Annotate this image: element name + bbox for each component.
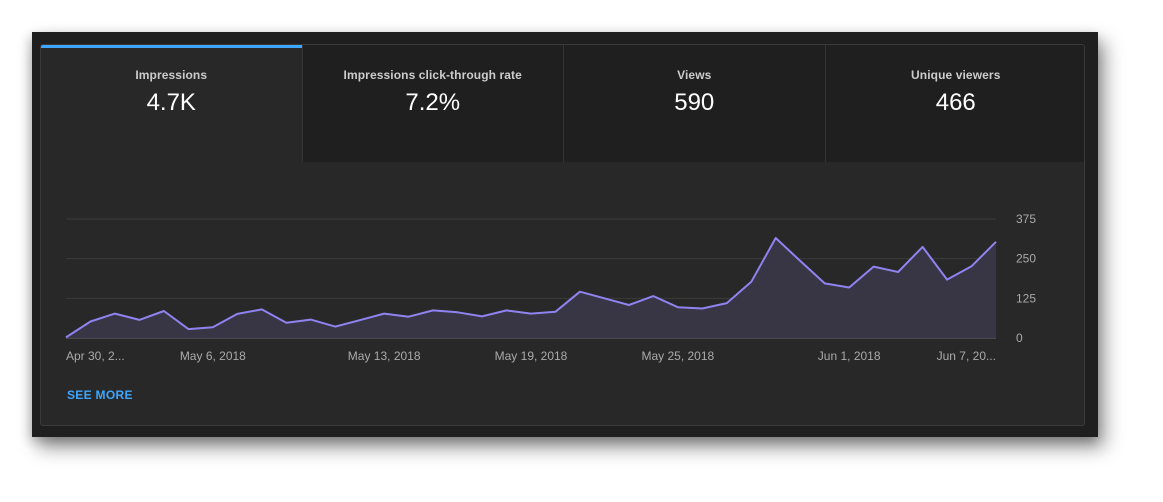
y-tick-label: 375 [1016, 212, 1036, 226]
data-point [114, 312, 116, 314]
data-point [138, 319, 140, 321]
x-tick-label: May 19, 2018 [495, 349, 568, 363]
data-point [995, 241, 997, 243]
data-point [65, 336, 67, 338]
data-point [946, 278, 948, 280]
data-point [848, 286, 850, 288]
data-point [334, 325, 336, 327]
impressions-chart: 0 125 250 375 Apr 30, 2... May 6, 2018 May 13,… [41, 162, 1084, 425]
data-point [530, 312, 532, 314]
tab-label: Unique viewers [911, 68, 1001, 82]
data-point [359, 319, 361, 321]
y-tick-label: 125 [1016, 291, 1036, 305]
x-tick-label: Apr 30, 2... [66, 349, 125, 363]
data-point [701, 307, 703, 309]
x-tick-label: May 6, 2018 [180, 349, 246, 363]
area-fill [66, 238, 996, 338]
data-point [677, 306, 679, 308]
data-point [897, 271, 899, 273]
data-point [261, 308, 263, 310]
x-tick-label: Jun 7, 20... [937, 349, 996, 363]
x-tick-label: Jun 1, 2018 [818, 349, 881, 363]
data-point [187, 328, 189, 330]
data-point [726, 302, 728, 304]
data-point [652, 295, 654, 297]
tab-value: 466 [935, 89, 976, 116]
data-point [236, 313, 238, 315]
data-point [163, 310, 165, 312]
see-more-link[interactable]: SEE MORE [67, 388, 133, 402]
tab-value: 590 [674, 89, 715, 116]
data-point [407, 316, 409, 318]
data-point [603, 297, 605, 299]
data-point [505, 309, 507, 311]
data-point [481, 315, 483, 317]
analytics-panel-frame: Impressions 4.7K Impressions click-throu… [32, 32, 1098, 437]
data-point [212, 326, 214, 328]
data-point [285, 322, 287, 324]
chart-svg: 0 125 250 375 Apr 30, 2... May 6, 2018 May 13,… [65, 212, 1036, 363]
analytics-card: Impressions 4.7K Impressions click-throu… [40, 44, 1085, 426]
data-point [750, 281, 752, 283]
data-point [872, 265, 874, 267]
data-point [554, 311, 556, 313]
tab-impressions[interactable]: Impressions 4.7K [41, 45, 303, 162]
tab-label: Views [677, 68, 712, 82]
y-tick-label: 0 [1016, 331, 1023, 345]
data-point [432, 309, 434, 311]
data-point [456, 311, 458, 313]
data-point [310, 318, 312, 320]
tab-label: Impressions click-through rate [343, 68, 522, 82]
x-tick-label: May 13, 2018 [348, 349, 421, 363]
data-point [89, 320, 91, 322]
data-point [799, 260, 801, 262]
data-point [383, 312, 385, 314]
data-point [921, 246, 923, 248]
tab-unique-viewers[interactable]: Unique viewers 466 [825, 45, 1084, 162]
data-point [579, 291, 581, 293]
tab-value: 7.2% [405, 89, 461, 116]
data-point [970, 265, 972, 267]
tab-impressions-ctr[interactable]: Impressions click-through rate 7.2% [302, 45, 564, 162]
metric-tabs: Impressions 4.7K Impressions click-throu… [41, 45, 1084, 162]
x-tick-label: May 25, 2018 [641, 349, 714, 363]
data-point [775, 237, 777, 239]
y-tick-label: 250 [1016, 252, 1036, 266]
tab-value: 4.7K [146, 89, 196, 116]
series-line [65, 237, 997, 339]
data-point [628, 304, 630, 306]
tab-views[interactable]: Views 590 [564, 45, 826, 162]
data-point [824, 282, 826, 284]
tab-label: Impressions [135, 68, 208, 82]
